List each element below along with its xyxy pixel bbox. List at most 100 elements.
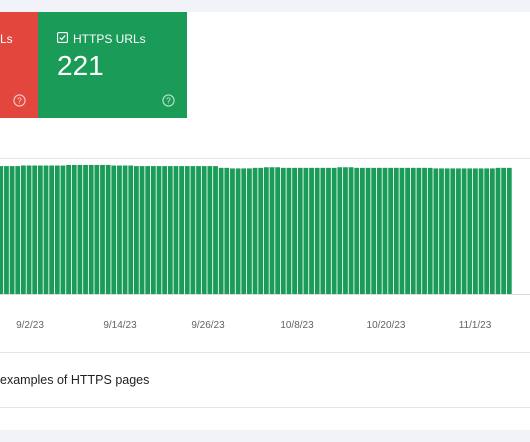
bar[interactable] (196, 166, 201, 294)
bar[interactable] (354, 167, 360, 294)
bar[interactable] (49, 165, 55, 294)
bar[interactable] (100, 164, 105, 294)
bar[interactable] (54, 165, 60, 294)
bar[interactable] (331, 167, 337, 294)
bar[interactable] (60, 165, 66, 294)
bar[interactable] (416, 167, 422, 294)
bar[interactable] (190, 166, 196, 294)
bar[interactable] (326, 167, 331, 294)
help-icon[interactable]: ? (13, 94, 26, 107)
bar[interactable] (489, 168, 495, 294)
checkbox-checked-icon[interactable] (57, 32, 68, 43)
bar[interactable] (422, 167, 427, 294)
bar[interactable] (286, 167, 292, 294)
bar[interactable] (43, 165, 49, 294)
bar[interactable] (360, 167, 365, 294)
bar[interactable] (167, 166, 173, 294)
bar[interactable] (365, 167, 371, 294)
bar[interactable] (134, 166, 139, 294)
bar[interactable] (444, 168, 450, 294)
chart-top-divider (0, 158, 530, 159)
bar[interactable] (280, 167, 286, 294)
bar[interactable] (145, 166, 151, 294)
bar[interactable] (506, 167, 512, 294)
bar[interactable] (235, 168, 241, 294)
bar[interactable] (213, 166, 218, 294)
bar[interactable] (32, 165, 38, 294)
bar[interactable] (439, 168, 444, 294)
bar[interactable] (376, 167, 382, 294)
bar[interactable] (241, 168, 247, 294)
bar[interactable] (314, 167, 320, 294)
bar[interactable] (269, 167, 275, 294)
bar[interactable] (467, 168, 473, 294)
bar[interactable] (88, 164, 94, 294)
bar[interactable] (382, 167, 388, 294)
bar[interactable] (139, 166, 145, 294)
bar[interactable] (478, 168, 484, 294)
bar[interactable] (9, 166, 15, 294)
bar[interactable] (484, 168, 490, 294)
bar[interactable] (156, 166, 162, 294)
bar[interactable] (343, 167, 348, 294)
bar[interactable] (0, 166, 4, 294)
bar[interactable] (179, 166, 184, 294)
bar[interactable] (393, 167, 399, 294)
bar[interactable] (218, 167, 224, 294)
bar[interactable] (224, 167, 230, 294)
bar[interactable] (320, 167, 326, 294)
bar[interactable] (247, 168, 252, 294)
bar[interactable] (83, 164, 88, 294)
bar[interactable] (348, 167, 354, 294)
bar[interactable] (122, 165, 128, 294)
bar[interactable] (297, 167, 303, 294)
bar[interactable] (292, 167, 297, 294)
https-urls-tile[interactable]: HTTPS URLs 221 ? (38, 12, 187, 118)
bar[interactable] (495, 167, 501, 294)
bar[interactable] (77, 164, 83, 294)
bar[interactable] (258, 167, 264, 294)
bar[interactable] (399, 167, 405, 294)
bar[interactable] (461, 168, 467, 294)
bar[interactable] (252, 167, 258, 294)
bar[interactable] (450, 168, 456, 294)
svg-text:?: ? (166, 96, 171, 106)
bar[interactable] (184, 166, 190, 294)
bar[interactable] (150, 166, 156, 294)
bar[interactable] (501, 167, 507, 294)
bar[interactable] (275, 167, 281, 294)
bar[interactable] (337, 167, 343, 294)
bar[interactable] (456, 168, 461, 294)
bar[interactable] (201, 166, 207, 294)
bar[interactable] (263, 167, 269, 294)
bar[interactable] (433, 168, 439, 294)
bar[interactable] (71, 164, 77, 294)
bar[interactable] (26, 165, 32, 294)
bar[interactable] (207, 166, 213, 294)
bar[interactable] (15, 166, 21, 294)
bar[interactable] (309, 167, 314, 294)
view-examples-label: examples of HTTPS pages (0, 373, 150, 387)
help-icon[interactable]: ? (162, 94, 175, 107)
bar[interactable] (173, 166, 179, 294)
bar[interactable] (388, 167, 394, 294)
bar[interactable] (66, 164, 71, 294)
bar[interactable] (4, 166, 9, 294)
bar[interactable] (473, 168, 478, 294)
bar[interactable] (117, 165, 122, 294)
bar[interactable] (21, 165, 26, 294)
bar[interactable] (303, 167, 309, 294)
bar[interactable] (405, 167, 410, 294)
bar[interactable] (37, 165, 43, 294)
bar[interactable] (230, 168, 235, 294)
bar[interactable] (371, 167, 377, 294)
bar[interactable] (105, 164, 111, 294)
bar[interactable] (162, 166, 168, 294)
view-examples-row[interactable]: examples of HTTPS pages (0, 352, 530, 408)
bar[interactable] (111, 165, 117, 294)
bar[interactable] (410, 167, 416, 294)
bar[interactable] (94, 164, 100, 294)
non-https-urls-tile[interactable]: Ls ? (0, 12, 38, 118)
bar[interactable] (128, 165, 134, 294)
bar[interactable] (427, 167, 433, 294)
